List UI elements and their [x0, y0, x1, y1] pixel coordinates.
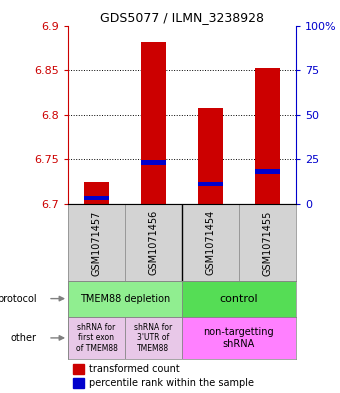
Bar — [182, 317, 296, 359]
Text: control: control — [220, 294, 258, 304]
Title: GDS5077 / ILMN_3238928: GDS5077 / ILMN_3238928 — [100, 11, 264, 24]
Bar — [255, 169, 280, 174]
Bar — [141, 42, 166, 204]
Bar — [72, 378, 84, 388]
Text: GSM1071456: GSM1071456 — [149, 210, 158, 275]
Bar — [141, 160, 166, 165]
Text: non-targetting
shRNA: non-targetting shRNA — [204, 327, 274, 349]
Bar — [198, 182, 223, 186]
Bar — [68, 317, 125, 359]
Text: shRNA for
3'UTR of
TMEM88: shRNA for 3'UTR of TMEM88 — [134, 323, 172, 353]
Bar — [72, 364, 84, 373]
Text: other: other — [11, 333, 37, 343]
Text: GSM1071457: GSM1071457 — [91, 210, 101, 275]
Text: protocol: protocol — [0, 294, 37, 304]
Bar — [84, 182, 109, 204]
Bar — [68, 281, 182, 317]
Text: TMEM88 depletion: TMEM88 depletion — [80, 294, 170, 304]
Bar — [125, 317, 182, 359]
Text: GSM1071454: GSM1071454 — [205, 210, 215, 275]
Bar — [255, 68, 280, 204]
Text: transformed count: transformed count — [88, 364, 179, 374]
Bar — [198, 108, 223, 204]
Text: GSM1071455: GSM1071455 — [262, 210, 272, 275]
Bar — [84, 196, 109, 200]
Text: percentile rank within the sample: percentile rank within the sample — [88, 378, 254, 388]
Bar — [182, 281, 296, 317]
Text: shRNA for
first exon
of TMEM88: shRNA for first exon of TMEM88 — [75, 323, 117, 353]
